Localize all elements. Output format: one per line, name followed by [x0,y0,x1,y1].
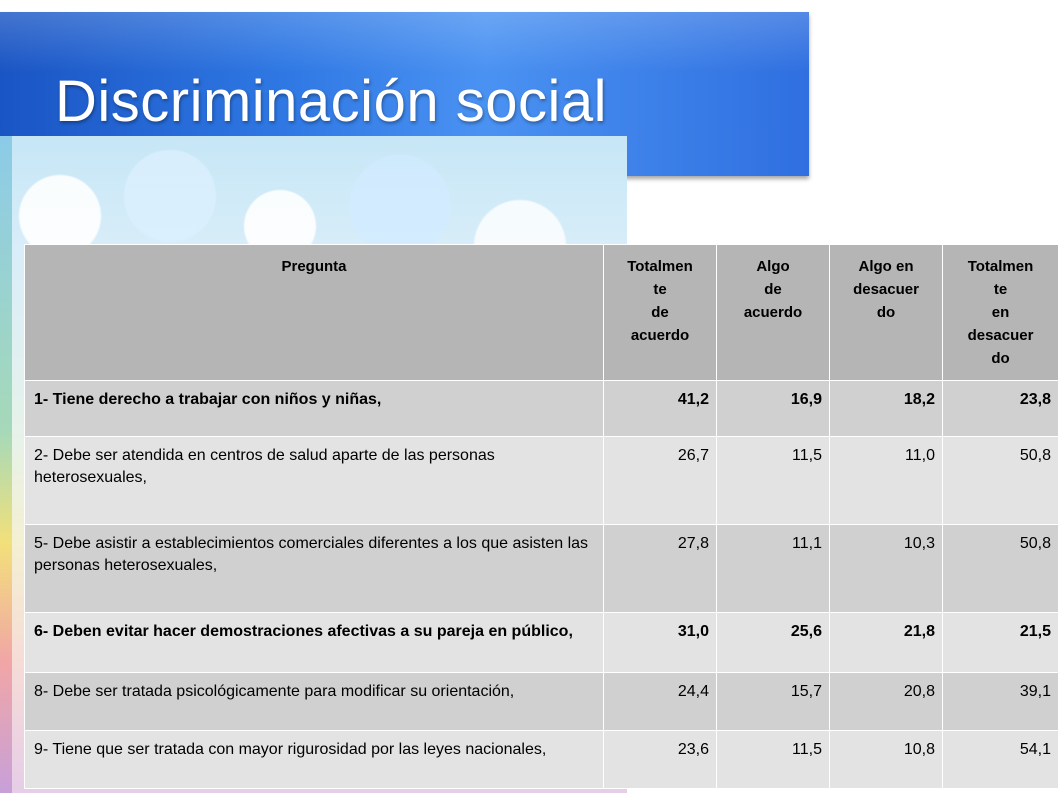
cell-totalmente-acuerdo: 41,2 [603,380,717,437]
cell-algo-acuerdo: 11,5 [716,436,830,525]
cell-totalmente-acuerdo: 23,6 [603,730,717,789]
header-algo-desacuerdo: Algo en desacuer do [829,244,943,381]
cell-algo-acuerdo: 16,9 [716,380,830,437]
cell-totalmente-acuerdo: 26,7 [603,436,717,525]
header-pregunta: Pregunta [24,244,604,381]
cell-algo-desacuerdo: 10,3 [829,524,943,613]
slide-title: Discriminación social [55,69,607,134]
cell-pregunta: 5- Debe asistir a establecimientos comer… [24,524,604,613]
cell-algo-desacuerdo: 18,2 [829,380,943,437]
cell-pregunta: 6- Deben evitar hacer demostraciones afe… [24,612,604,673]
table-row: 5- Debe asistir a establecimientos comer… [24,524,1058,613]
cell-totalmente-desacuerdo: 50,8 [942,436,1058,525]
table-row: 6- Deben evitar hacer demostraciones afe… [24,612,1058,673]
cell-totalmente-desacuerdo: 54,1 [942,730,1058,789]
cell-pregunta: 9- Tiene que ser tratada con mayor rigur… [24,730,604,789]
cell-algo-desacuerdo: 21,8 [829,612,943,673]
cell-algo-acuerdo: 11,5 [716,730,830,789]
table-row: 8- Debe ser tratada psicológicamente par… [24,672,1058,731]
cell-totalmente-desacuerdo: 23,8 [942,380,1058,437]
table-header-row: Pregunta Totalmen te de acuerdo Algo de … [24,244,1058,381]
survey-table: Pregunta Totalmen te de acuerdo Algo de … [24,244,1058,789]
cell-algo-acuerdo: 15,7 [716,672,830,731]
header-totalmente-acuerdo: Totalmen te de acuerdo [603,244,717,381]
cell-pregunta: 2- Debe ser atendida en centros de salud… [24,436,604,525]
cell-algo-desacuerdo: 20,8 [829,672,943,731]
cell-algo-acuerdo: 11,1 [716,524,830,613]
cell-totalmente-acuerdo: 31,0 [603,612,717,673]
table-row: 9- Tiene que ser tratada con mayor rigur… [24,730,1058,789]
cell-totalmente-acuerdo: 27,8 [603,524,717,613]
cell-totalmente-desacuerdo: 50,8 [942,524,1058,613]
cell-algo-desacuerdo: 11,0 [829,436,943,525]
cell-algo-desacuerdo: 10,8 [829,730,943,789]
cell-algo-acuerdo: 25,6 [716,612,830,673]
cell-totalmente-desacuerdo: 21,5 [942,612,1058,673]
table-row: 2- Debe ser atendida en centros de salud… [24,436,1058,525]
header-totalmente-desacuerdo: Totalmen te en desacuer do [942,244,1058,381]
cell-totalmente-desacuerdo: 39,1 [942,672,1058,731]
cell-pregunta: 1- Tiene derecho a trabajar con niños y … [24,380,604,437]
table-row: 1- Tiene derecho a trabajar con niños y … [24,380,1058,437]
cell-totalmente-acuerdo: 24,4 [603,672,717,731]
header-algo-acuerdo: Algo de acuerdo [716,244,830,381]
cell-pregunta: 8- Debe ser tratada psicológicamente par… [24,672,604,731]
